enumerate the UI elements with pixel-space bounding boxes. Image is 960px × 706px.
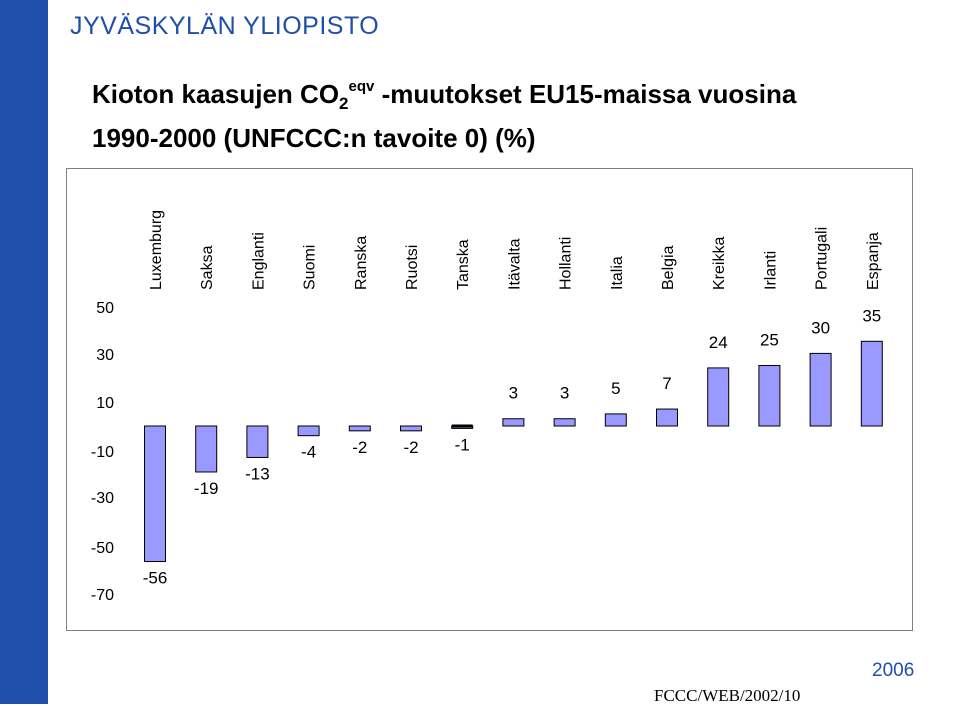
value-label: 7	[662, 374, 671, 393]
category-label: Italia	[609, 256, 626, 290]
value-label: -1	[455, 435, 470, 454]
year-label: 2006	[872, 660, 915, 681]
title-superscript: eqv	[348, 78, 375, 95]
category-label: Englanti	[250, 232, 267, 290]
category-label: Espanja	[865, 232, 882, 290]
y-tick-label: -10	[91, 444, 114, 461]
y-tick-label: 30	[96, 347, 114, 364]
y-tick-label: 10	[96, 395, 114, 412]
bar	[195, 425, 218, 473]
category-label: Suomi	[302, 245, 319, 290]
y-tick-label: 50	[96, 300, 114, 317]
bar	[809, 352, 832, 427]
title-subscript: 2	[339, 94, 349, 113]
category-label: Hollanti	[558, 237, 575, 290]
value-label: -13	[245, 464, 270, 483]
category-label: Saksa	[199, 245, 216, 290]
university-name: JYVÄSKYLÄN YLIOPISTO	[70, 12, 380, 40]
title-rest: -muutokset EU15-maissa vuosina	[374, 79, 797, 109]
bar	[348, 425, 371, 432]
bar	[707, 367, 730, 427]
value-label: 3	[560, 384, 569, 403]
value-label: 25	[760, 331, 779, 350]
value-label: -19	[194, 479, 219, 498]
bar	[502, 418, 525, 427]
category-label: Luxemburg	[148, 210, 165, 290]
category-label: Kreikka	[711, 237, 728, 290]
category-label: Ruotsi	[404, 245, 421, 290]
value-label: -56	[143, 569, 168, 588]
y-tick-label: -30	[91, 490, 114, 507]
bar	[604, 413, 627, 427]
bar	[860, 340, 883, 427]
bar	[553, 418, 576, 427]
bar	[758, 365, 781, 427]
value-label: 5	[611, 379, 620, 398]
title-main: Kioton kaasujen CO	[92, 79, 340, 109]
bar	[400, 425, 422, 432]
category-label: Irlanti	[762, 251, 779, 290]
bar	[144, 425, 166, 563]
y-tick-label: -70	[91, 587, 114, 604]
value-label: 3	[509, 384, 518, 403]
category-label: Portugali	[814, 227, 831, 290]
bar	[246, 425, 269, 458]
value-label: 30	[811, 318, 830, 337]
bar	[656, 408, 678, 427]
category-label: Itävalta	[506, 238, 523, 290]
value-label: -4	[301, 443, 316, 462]
page-title: Kioton kaasujen CO2eqv -muutokset EU15-m…	[92, 70, 872, 155]
category-label: Belgia	[660, 245, 677, 290]
value-label: 24	[709, 333, 728, 352]
bar	[297, 425, 320, 437]
category-label: Ranska	[353, 236, 370, 290]
sidebar-band	[0, 0, 48, 704]
y-axis-labels: 50 30 10 -10 -30 -50 -70	[91, 300, 114, 604]
category-label: Tanska	[455, 239, 472, 290]
value-label: 35	[862, 306, 881, 325]
value-label: -2	[352, 438, 367, 457]
category-labels: Luxemburg Saksa Englanti Suomi Ranska Ruotsi T…	[148, 210, 882, 290]
title-line2: 1990-2000 (UNFCCC:n tavoite 0) (%)	[92, 123, 536, 153]
value-label: -2	[403, 438, 418, 457]
bars	[144, 340, 883, 563]
y-tick-label: -50	[91, 540, 114, 557]
source-label: FCCC/WEB/2002/10	[654, 686, 801, 705]
